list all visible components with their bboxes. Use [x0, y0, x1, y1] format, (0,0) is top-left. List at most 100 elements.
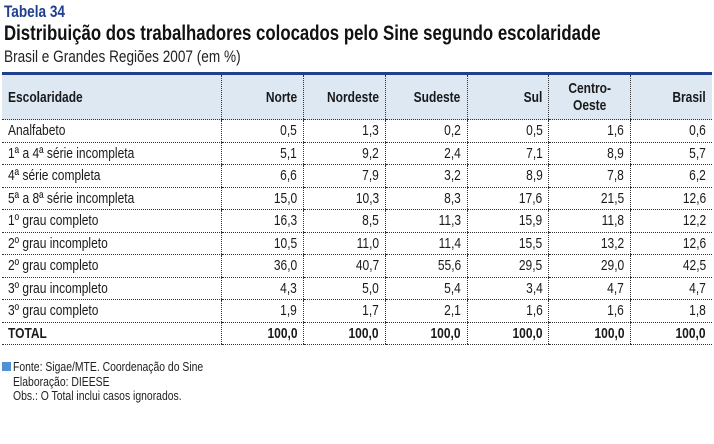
value-cell: 11,8 — [548, 209, 631, 233]
cell-value: 21,5 — [600, 189, 625, 207]
row-label: Analfabeto — [8, 122, 66, 140]
cell-value: 4,7 — [607, 279, 625, 297]
cell-value: 9,2 — [362, 144, 379, 162]
row-label-cell: 1ª a 4ª série incompleta — [2, 142, 222, 165]
row-label: 5ª a 8ª série incompleta — [8, 189, 135, 207]
cell-value: 29,0 — [600, 257, 625, 275]
cell-value: 36,0 — [273, 257, 298, 275]
value-cell: 40,7 — [303, 254, 386, 278]
value-cell: 3,2 — [384, 164, 468, 188]
row-label: 4ª série completa — [8, 167, 101, 185]
cell-value: 0,5 — [280, 122, 298, 140]
table-row: 2º grau completo 36,0 40,7 55,6 29,5 29,0 42,5 — [2, 254, 712, 278]
cell-value: 12,6 — [682, 234, 706, 252]
value-cell: 1,6 — [548, 119, 631, 143]
column-header-label: Sul — [523, 88, 543, 106]
value-cell: 36,0 — [221, 254, 304, 278]
cell-value: 100,0 — [675, 324, 706, 342]
cell-value: 8,5 — [362, 212, 379, 230]
table-row: 5ª a 8ª série incompleta 15,0 10,3 8,3 17,6 2… — [2, 187, 712, 210]
value-cell: 12,2 — [630, 209, 712, 233]
cell-value: 1,3 — [362, 122, 379, 140]
value-cell: 7,8 — [548, 164, 631, 188]
cell-value: 15,9 — [519, 212, 543, 230]
value-cell: 6,6 — [221, 164, 304, 188]
row-label: 1º grau completo — [8, 212, 99, 230]
table-row: Analfabeto 0,5 1,3 0,2 0,5 1,6 0,6 — [2, 119, 712, 143]
cell-value: 5,1 — [280, 144, 298, 162]
cell-value: 100,0 — [430, 324, 461, 342]
value-cell: 8,9 — [548, 142, 631, 165]
column-header: Centro- Oeste — [548, 73, 631, 120]
value-cell: 15,0 — [221, 187, 304, 210]
value-cell: 1,9 — [221, 299, 304, 323]
row-label-cell: 2º grau incompleto — [2, 232, 222, 255]
value-cell: 4,7 — [630, 277, 712, 300]
cell-value: 11,3 — [438, 212, 461, 230]
value-cell: 2,1 — [384, 299, 468, 323]
value-cell: 5,1 — [221, 142, 304, 165]
table-title: Distribuição dos trabalhadores colocados… — [4, 22, 601, 45]
cell-value: 6,6 — [280, 167, 298, 185]
cell-value: 3,2 — [444, 167, 461, 185]
cell-value: 8,3 — [444, 189, 461, 207]
cell-value: 1,6 — [525, 302, 543, 320]
column-header-label: Escolaridade — [8, 88, 83, 106]
cell-value: 15,0 — [273, 189, 298, 207]
value-cell: 4,7 — [548, 277, 631, 300]
note-line: Obs.: O Total inclui casos ignorados. — [13, 388, 182, 403]
value-cell: 2,4 — [384, 142, 468, 165]
cell-value: 1,9 — [280, 302, 298, 320]
value-cell: 3,4 — [466, 277, 549, 300]
cell-value: 7,1 — [525, 144, 543, 162]
cell-value: 16,3 — [273, 212, 298, 230]
cell-value: 40,7 — [355, 257, 379, 275]
cell-value: 5,4 — [444, 279, 461, 297]
value-cell: 1,6 — [548, 299, 631, 323]
cell-value: 4,3 — [280, 279, 298, 297]
value-cell: 0,6 — [630, 119, 712, 143]
value-cell: 7,9 — [303, 164, 386, 188]
cell-value: 7,9 — [362, 167, 379, 185]
cell-value: 10,3 — [355, 189, 379, 207]
row-label: TOTAL — [8, 324, 47, 342]
value-cell: 42,5 — [630, 254, 712, 278]
total-row: TOTAL 100,0 100,0 100,0 100,0 100,0 100,0 — [2, 322, 712, 345]
value-cell: 29,0 — [548, 254, 631, 278]
column-header-label: Sudeste — [414, 88, 461, 106]
row-label-cell: 4ª série completa — [2, 164, 222, 188]
source-line: Fonte: Sigae/MTE. Coordenação do Sine — [2, 359, 251, 375]
elaboration-line: Elaboração: DIEESE — [13, 373, 110, 389]
value-cell: 15,9 — [466, 209, 549, 233]
value-cell: 1,7 — [303, 299, 386, 323]
value-cell: 0,2 — [384, 119, 468, 143]
cell-value: 7,8 — [607, 167, 625, 185]
table-row: 3º grau completo 1,9 1,7 2,1 1,6 1,6 1,8 — [2, 299, 712, 323]
column-header: Sudeste — [384, 73, 468, 120]
value-cell: 8,3 — [384, 187, 468, 210]
column-header: Sul — [466, 73, 549, 120]
column-header: Norte — [221, 73, 304, 120]
value-cell: 10,5 — [221, 232, 304, 255]
row-label-cell: 3º grau incompleto — [2, 277, 222, 300]
value-cell: 8,5 — [303, 209, 386, 233]
cell-value: 1,8 — [689, 302, 706, 320]
table-row: 3º grau incompleto 4,3 5,0 5,4 3,4 4,7 4,7 — [2, 277, 712, 300]
cell-value: 15,5 — [519, 234, 543, 252]
cell-value: 100,0 — [267, 324, 298, 342]
value-cell: 11,4 — [384, 232, 468, 255]
cell-value: 5,0 — [362, 279, 379, 297]
cell-value: 5,7 — [689, 144, 706, 162]
value-cell: 6,2 — [630, 164, 712, 188]
value-cell: 12,6 — [630, 187, 712, 210]
value-cell: 100,0 — [466, 322, 549, 345]
cell-value: 1,6 — [607, 302, 625, 320]
cell-value: 0,6 — [689, 122, 706, 140]
row-label-cell: 1º grau completo — [2, 209, 222, 233]
cell-value: 42,5 — [682, 257, 706, 275]
value-cell: 100,0 — [221, 322, 304, 345]
column-header-label: Brasil — [672, 88, 706, 106]
value-cell: 11,3 — [384, 209, 468, 233]
value-cell: 29,5 — [466, 254, 549, 278]
value-cell: 5,7 — [630, 142, 712, 165]
